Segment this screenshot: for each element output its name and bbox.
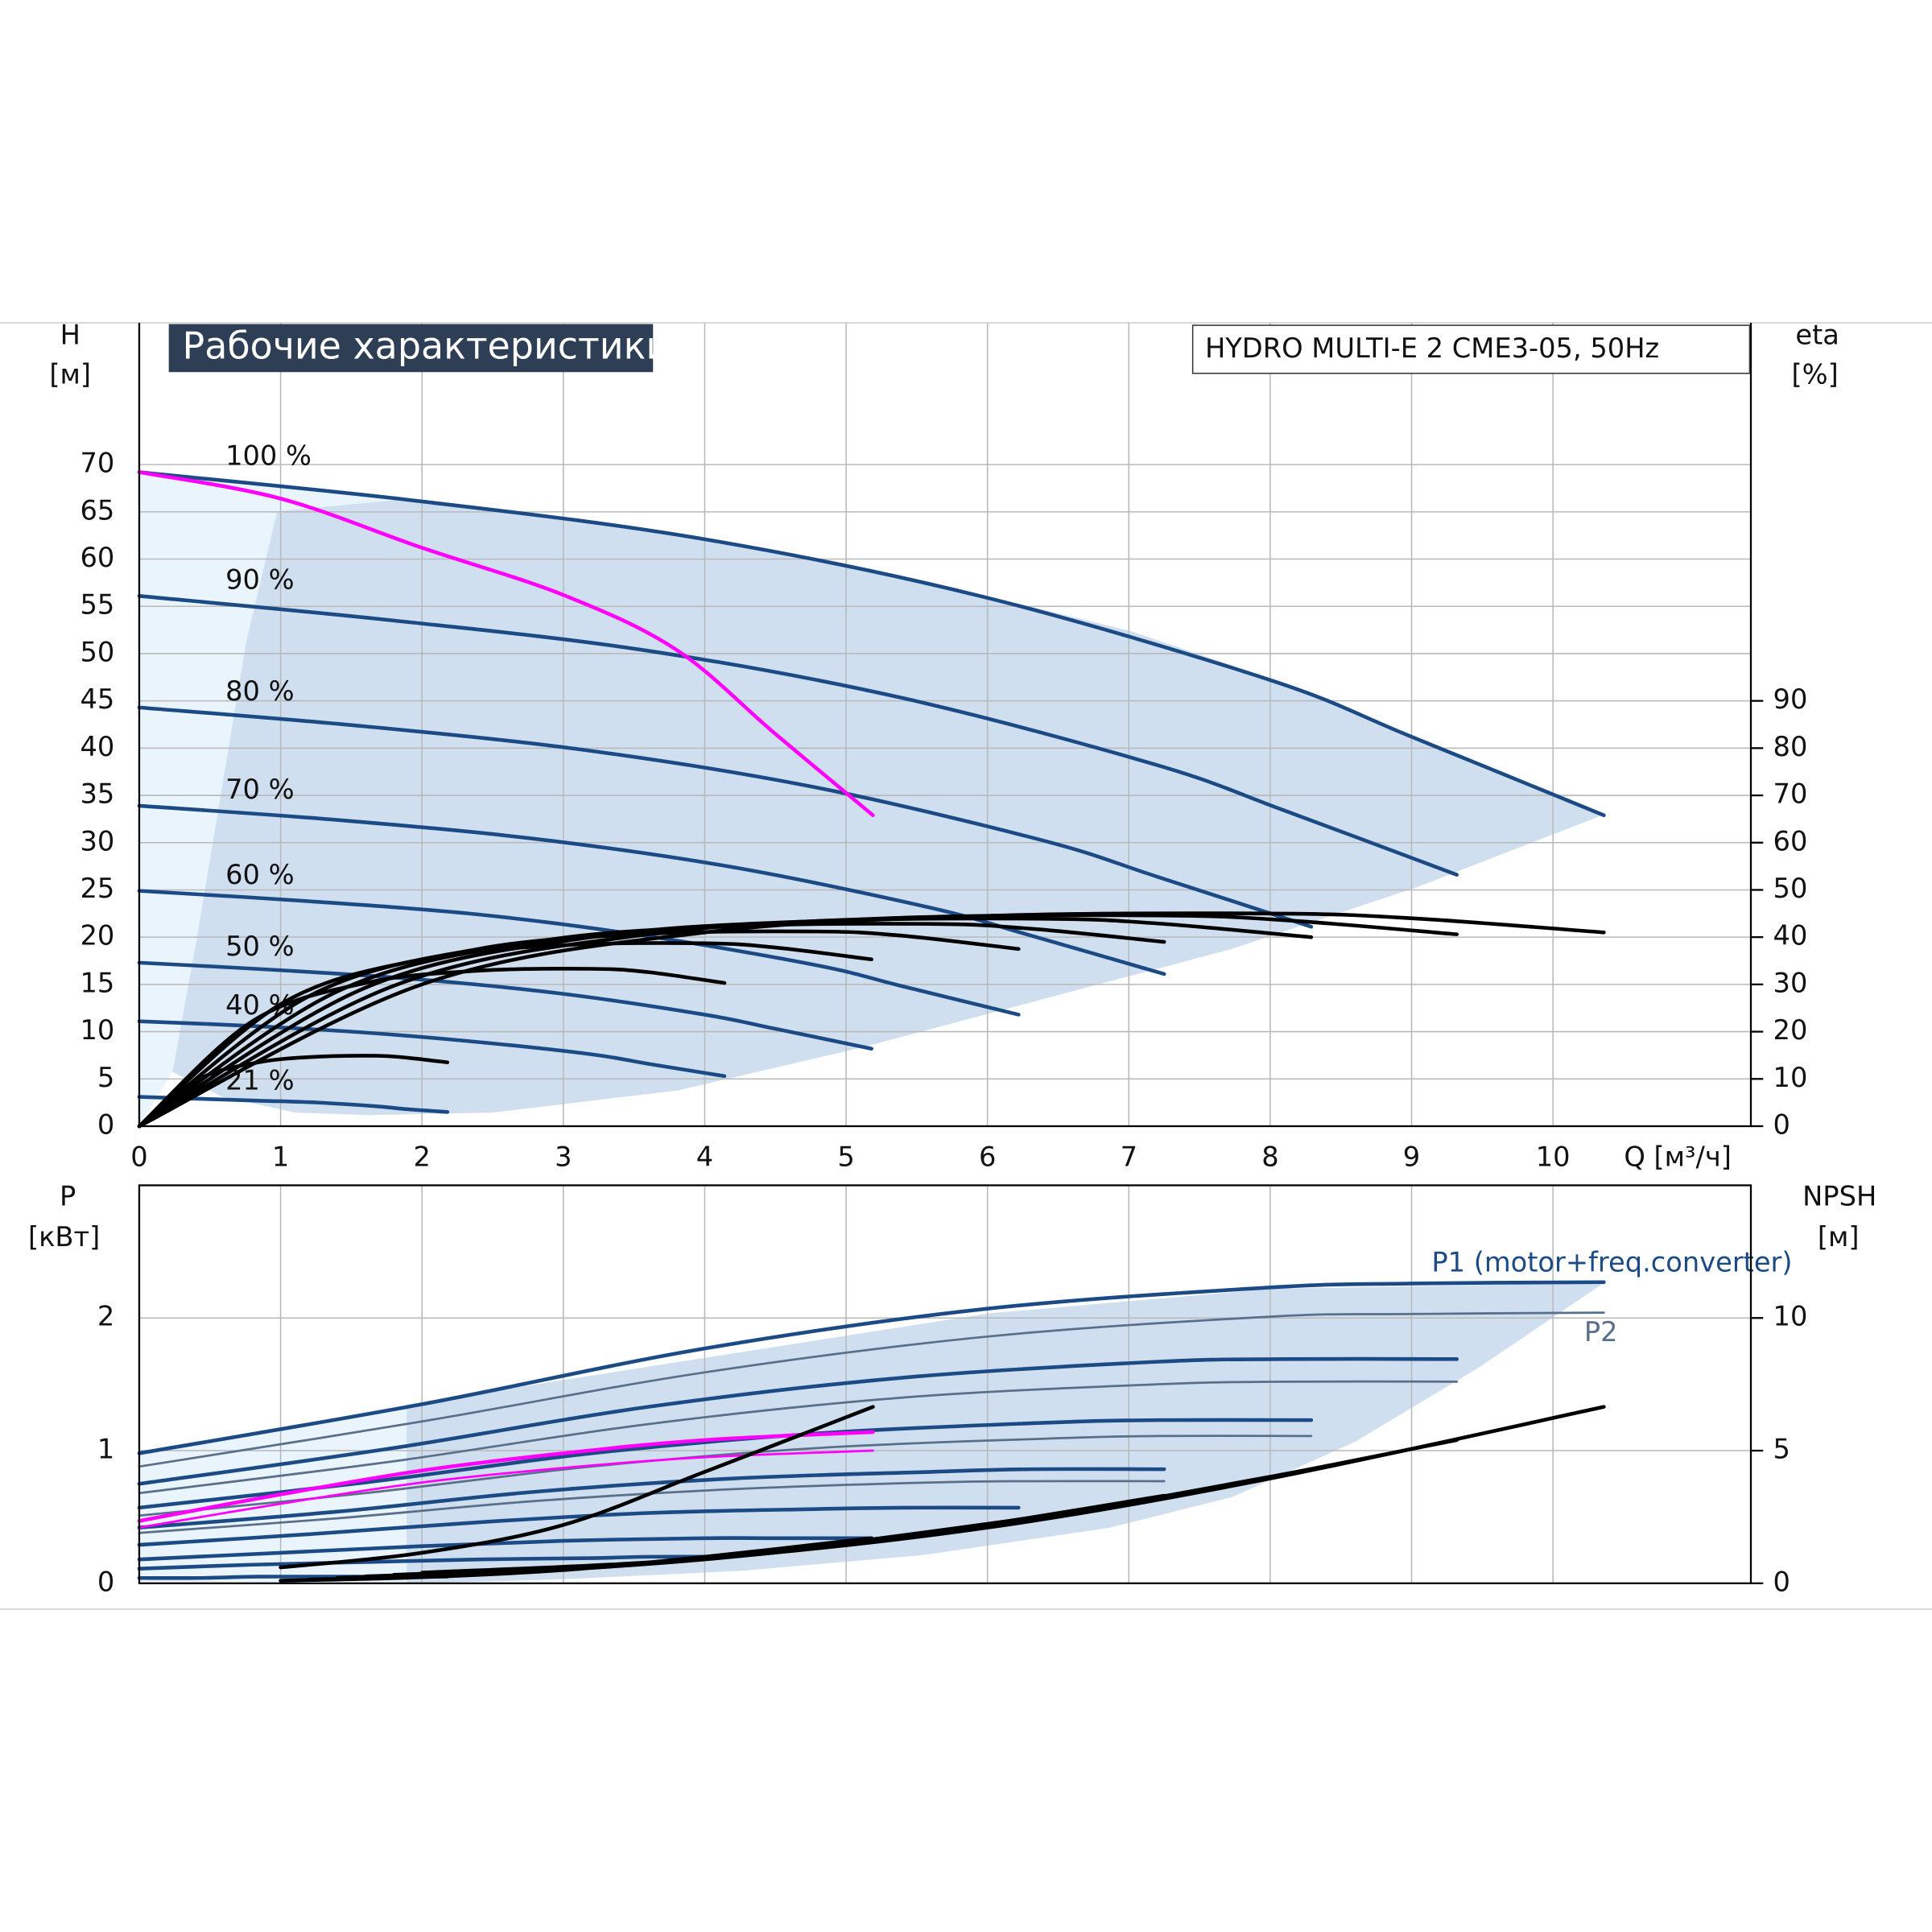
y-tick-label: 65 <box>80 494 115 526</box>
x-tick-label: 6 <box>979 1141 996 1172</box>
y-tick-label: 45 <box>80 683 115 715</box>
x-axis-label: Q [м³/ч] <box>1624 1141 1732 1172</box>
curve-y2 <box>279 1405 875 1570</box>
y2-axis-unit: [м] <box>1818 1221 1860 1253</box>
curve <box>138 1449 874 1529</box>
y2-tick-label: 0 <box>1773 1108 1790 1140</box>
y2-axis-unit: [%] <box>1791 358 1838 390</box>
y2-tick-label: 30 <box>1773 967 1808 998</box>
y2-tick-label: 60 <box>1773 825 1808 857</box>
y-tick-label: 55 <box>80 589 115 621</box>
curve <box>137 1280 1606 1455</box>
curve-y2 <box>279 1536 873 1583</box>
y-axis-label: P <box>60 1180 76 1212</box>
curve <box>138 1435 1313 1517</box>
curve <box>137 960 873 1051</box>
curve <box>137 594 1459 877</box>
frames <box>138 323 1752 1584</box>
y2-tick-label: 20 <box>1773 1014 1808 1046</box>
y2-axis-label: eta <box>1795 319 1839 350</box>
subtitle-box <box>1191 324 1751 374</box>
y2-tick-label: 0 <box>1773 1566 1790 1597</box>
curve <box>137 1467 1166 1530</box>
curve-label: 60 % <box>225 859 295 890</box>
curve-label: 70 % <box>225 774 295 805</box>
x-tick-label: 1 <box>272 1141 289 1172</box>
curve <box>138 1311 1605 1468</box>
plot-frame <box>138 323 1752 1128</box>
y-tick-label: 20 <box>80 920 115 952</box>
curve-label: P1 (motor+freq.converter) <box>1431 1246 1792 1278</box>
x-tick-label: 7 <box>1121 1141 1137 1172</box>
y2-tick-label: 70 <box>1773 778 1808 810</box>
x-tick-label: 0 <box>130 1141 147 1172</box>
y-tick-label: 25 <box>80 873 115 904</box>
x-tick-label: 9 <box>1403 1141 1420 1172</box>
curve-label: 50 % <box>225 931 295 962</box>
x-tick-label: 8 <box>1261 1141 1278 1172</box>
y-tick-label: 0 <box>97 1108 114 1140</box>
x-tick-label: 5 <box>837 1141 854 1172</box>
y-tick-label: 70 <box>80 448 115 479</box>
x-tick-label: 2 <box>413 1141 430 1172</box>
curve-label: 90 % <box>225 564 295 595</box>
y-tick-label: 35 <box>80 778 115 810</box>
y-tick-label: 60 <box>80 542 115 573</box>
x-tick-label: 3 <box>555 1141 572 1172</box>
chart-title: Рабочие характеристики <box>183 324 671 368</box>
y-tick-label: 1 <box>97 1434 114 1465</box>
y2-tick-label: 50 <box>1773 873 1808 904</box>
curve <box>137 1505 1021 1547</box>
curve-label: 100 % <box>225 440 312 472</box>
curve <box>137 1554 727 1571</box>
y2-tick-label: 80 <box>1773 731 1808 762</box>
y-tick-label: 50 <box>80 636 115 667</box>
y2-axis-label: NPSH <box>1802 1180 1876 1212</box>
y-axis-label: H <box>60 319 80 350</box>
curve-label: 21 % <box>225 1065 295 1096</box>
range-light <box>138 472 407 1126</box>
y-tick-label: 2 <box>97 1301 114 1332</box>
y-tick-label: 15 <box>80 967 115 998</box>
curve-y2 <box>137 1054 450 1129</box>
y-axis-unit: [м] <box>49 358 91 390</box>
y-tick-label: 10 <box>80 1014 115 1046</box>
curve-y2 <box>137 967 727 1129</box>
curve <box>137 803 1166 976</box>
curve-y2 <box>137 929 1021 1129</box>
y-tick-label: 0 <box>97 1566 114 1597</box>
y-tick-label: 30 <box>80 825 115 857</box>
curve <box>137 470 1606 818</box>
y2-tick-label: 10 <box>1773 1062 1808 1093</box>
curve <box>138 1480 1166 1534</box>
y-axis-unit: [кВт] <box>28 1221 100 1253</box>
curve-label: 80 % <box>225 675 295 707</box>
y-tick-label: 5 <box>97 1062 114 1093</box>
curve-label: P2 <box>1584 1316 1618 1348</box>
x-tick-label: 10 <box>1536 1141 1571 1172</box>
y2-tick-label: 40 <box>1773 920 1808 952</box>
y-tick-label: 40 <box>80 731 115 762</box>
x-tick-label: 4 <box>696 1141 713 1172</box>
curve <box>137 1356 1459 1486</box>
curve-y2 <box>137 922 1166 1129</box>
plot-frame <box>138 1184 1752 1584</box>
curve <box>137 705 1314 929</box>
y2-tick-label: 5 <box>1773 1434 1790 1465</box>
curve <box>138 1380 1459 1495</box>
curve <box>137 470 875 818</box>
title-box <box>168 324 654 373</box>
curve <box>137 1430 875 1523</box>
chart-subtitle: HYDRO MULTI-E 2 CME3-05, 50Hz <box>1205 332 1659 364</box>
y2-tick-label: 90 <box>1773 683 1808 715</box>
curve <box>137 1095 450 1114</box>
y2-tick-label: 10 <box>1773 1301 1808 1332</box>
curve <box>137 1536 873 1562</box>
